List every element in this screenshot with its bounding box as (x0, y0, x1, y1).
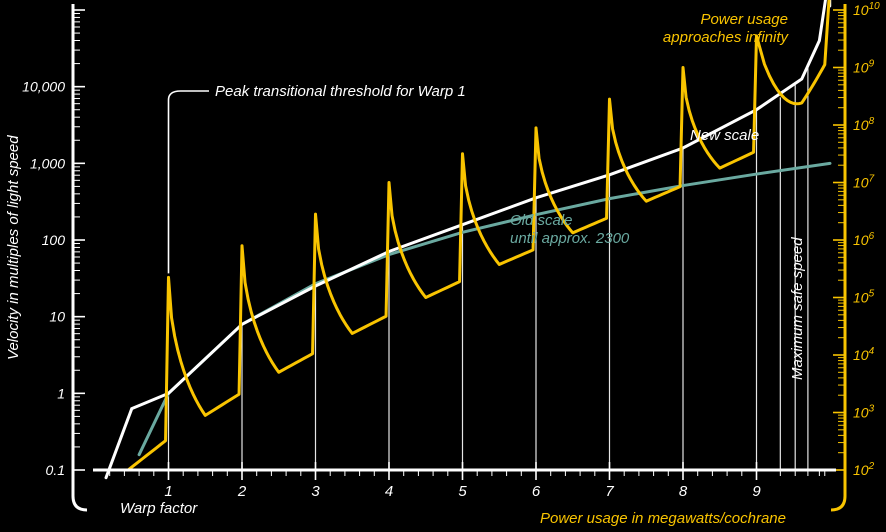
left-tick-label: 100 (42, 232, 66, 248)
old-scale-label-2: until approx. 2300 (510, 230, 630, 247)
new-scale-label: New scale (690, 127, 759, 144)
power-infinity-label-2: approaches infinity (663, 29, 790, 46)
x-tick-label: 4 (385, 483, 393, 500)
max-safe-speed-label: Maximum safe speed (789, 237, 806, 380)
right-axis-label: Power usage in megawatts/cochrane (540, 510, 786, 527)
left-tick-label: 10,000 (22, 79, 65, 95)
power-infinity-label-1: Power usage (700, 11, 788, 28)
left-axis-label: Velocity in multiples of light speed (5, 135, 22, 360)
old-scale-label-1: Old scale (510, 212, 573, 229)
x-tick-label: 7 (605, 483, 614, 500)
x-tick-label: 8 (679, 483, 688, 500)
left-tick-label: 10 (49, 309, 65, 325)
peak-threshold-label: Peak transitional threshold for Warp 1 (215, 83, 466, 100)
x-tick-label: 2 (237, 483, 247, 500)
left-tick-label: 1,000 (30, 155, 65, 171)
left-tick-label: 1 (57, 385, 65, 401)
left-tick-label: 0.1 (46, 462, 65, 478)
x-tick-label: 9 (752, 483, 761, 500)
x-tick-label: 5 (458, 483, 467, 500)
x-tick-label: 6 (532, 483, 541, 500)
x-tick-label: 1 (164, 483, 172, 500)
x-tick-label: 3 (311, 483, 320, 500)
x-axis-label: Warp factor (120, 500, 198, 517)
